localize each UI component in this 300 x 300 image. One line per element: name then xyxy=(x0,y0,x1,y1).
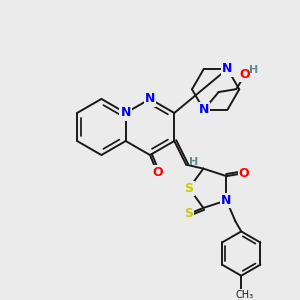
Text: O: O xyxy=(152,166,163,179)
Text: CH₃: CH₃ xyxy=(235,290,253,300)
Text: O: O xyxy=(240,68,250,81)
Text: S: S xyxy=(184,207,193,220)
Text: N: N xyxy=(199,103,209,116)
Text: N: N xyxy=(222,62,233,75)
Text: H: H xyxy=(249,65,259,75)
Text: N: N xyxy=(221,194,232,207)
Text: H: H xyxy=(189,157,198,167)
Text: N: N xyxy=(121,106,131,119)
Text: S: S xyxy=(184,182,194,195)
Text: O: O xyxy=(239,167,250,180)
Text: N: N xyxy=(145,92,155,105)
